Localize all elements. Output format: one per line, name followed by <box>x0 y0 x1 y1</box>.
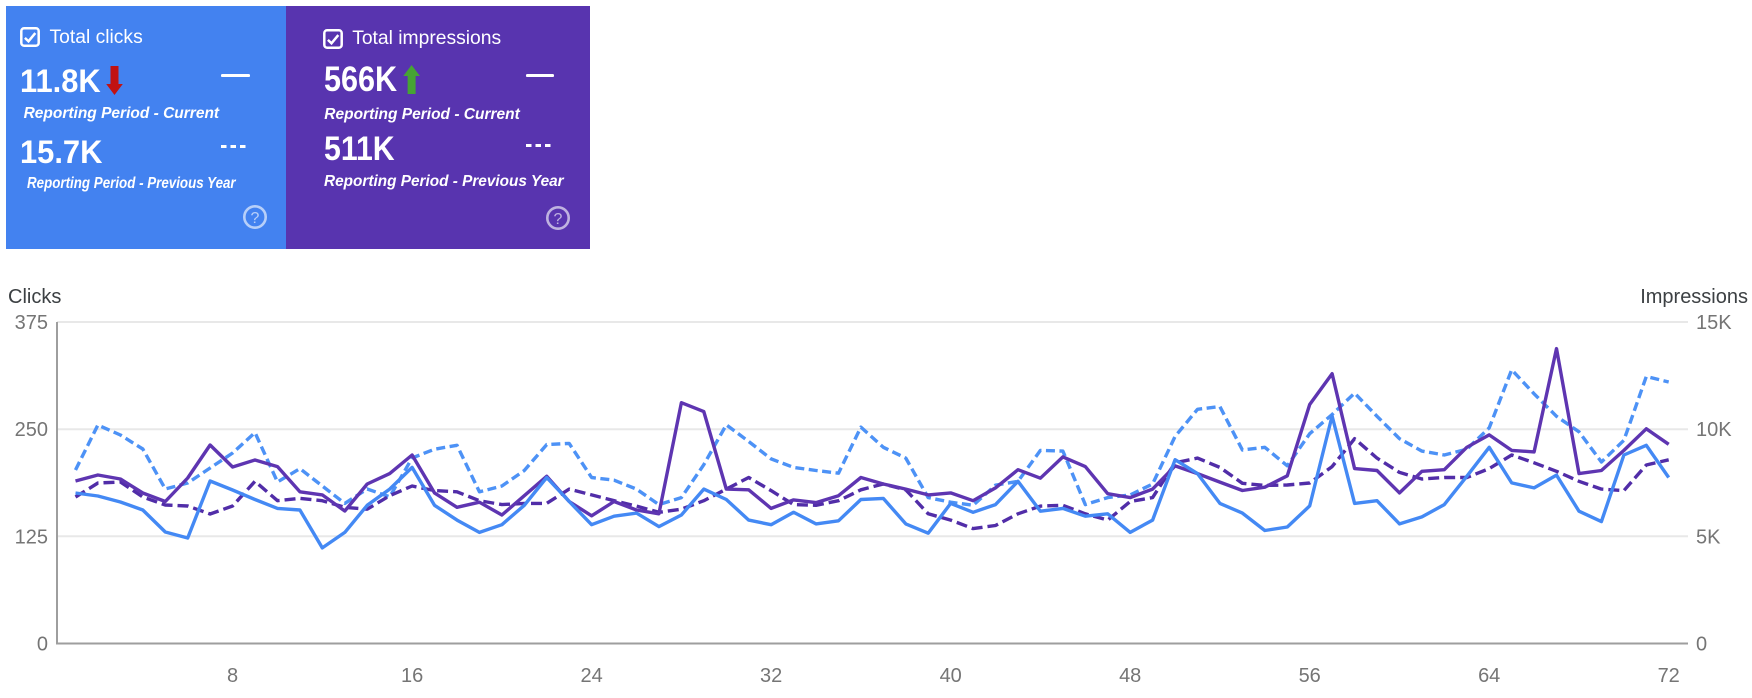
svg-text:0: 0 <box>1696 634 1707 656</box>
svg-text:72: 72 <box>1658 665 1680 687</box>
svg-text:Impressions: Impressions <box>1640 286 1748 308</box>
svg-text:32: 32 <box>760 665 782 687</box>
svg-text:48: 48 <box>1119 665 1141 687</box>
svg-text:Clicks: Clicks <box>8 286 61 308</box>
svg-text:56: 56 <box>1299 665 1321 687</box>
svg-text:64: 64 <box>1478 665 1500 687</box>
svg-text:16: 16 <box>401 665 423 687</box>
svg-text:8: 8 <box>227 665 238 687</box>
svg-text:?: ? <box>554 211 563 228</box>
svg-text:?: ? <box>251 210 260 227</box>
svg-text:15K: 15K <box>1696 312 1732 334</box>
svg-text:0: 0 <box>37 634 48 656</box>
svg-text:40: 40 <box>940 665 962 687</box>
svg-text:375: 375 <box>15 312 48 334</box>
svg-text:10K: 10K <box>1696 419 1732 441</box>
svg-text:125: 125 <box>15 526 48 548</box>
svg-text:250: 250 <box>15 419 48 441</box>
svg-text:24: 24 <box>580 665 602 687</box>
svg-text:5K: 5K <box>1696 526 1721 548</box>
